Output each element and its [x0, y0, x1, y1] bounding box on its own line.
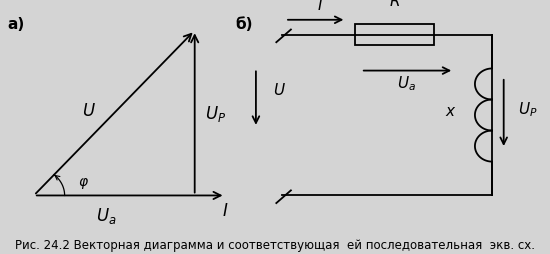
Bar: [355, 25, 434, 46]
Text: $I$: $I$: [317, 0, 323, 13]
Text: б): б): [235, 17, 253, 31]
Text: $U$: $U$: [81, 101, 96, 119]
Text: а): а): [8, 17, 25, 31]
Text: $U_a$: $U_a$: [397, 74, 415, 93]
Text: $U_P$: $U_P$: [518, 100, 538, 118]
Text: Рис. 24.2 Векторная диаграмма и соответствующая  ей последовательная  экв. сх.: Рис. 24.2 Векторная диаграмма и соответс…: [15, 239, 535, 251]
Text: $U_a$: $U_a$: [96, 205, 117, 225]
Text: $U_P$: $U_P$: [205, 103, 227, 123]
Text: $\varphi$: $\varphi$: [78, 176, 89, 190]
Text: $x$: $x$: [446, 104, 457, 119]
Text: $I$: $I$: [222, 201, 229, 219]
Text: $R$: $R$: [389, 0, 400, 9]
Text: $U$: $U$: [273, 82, 287, 98]
